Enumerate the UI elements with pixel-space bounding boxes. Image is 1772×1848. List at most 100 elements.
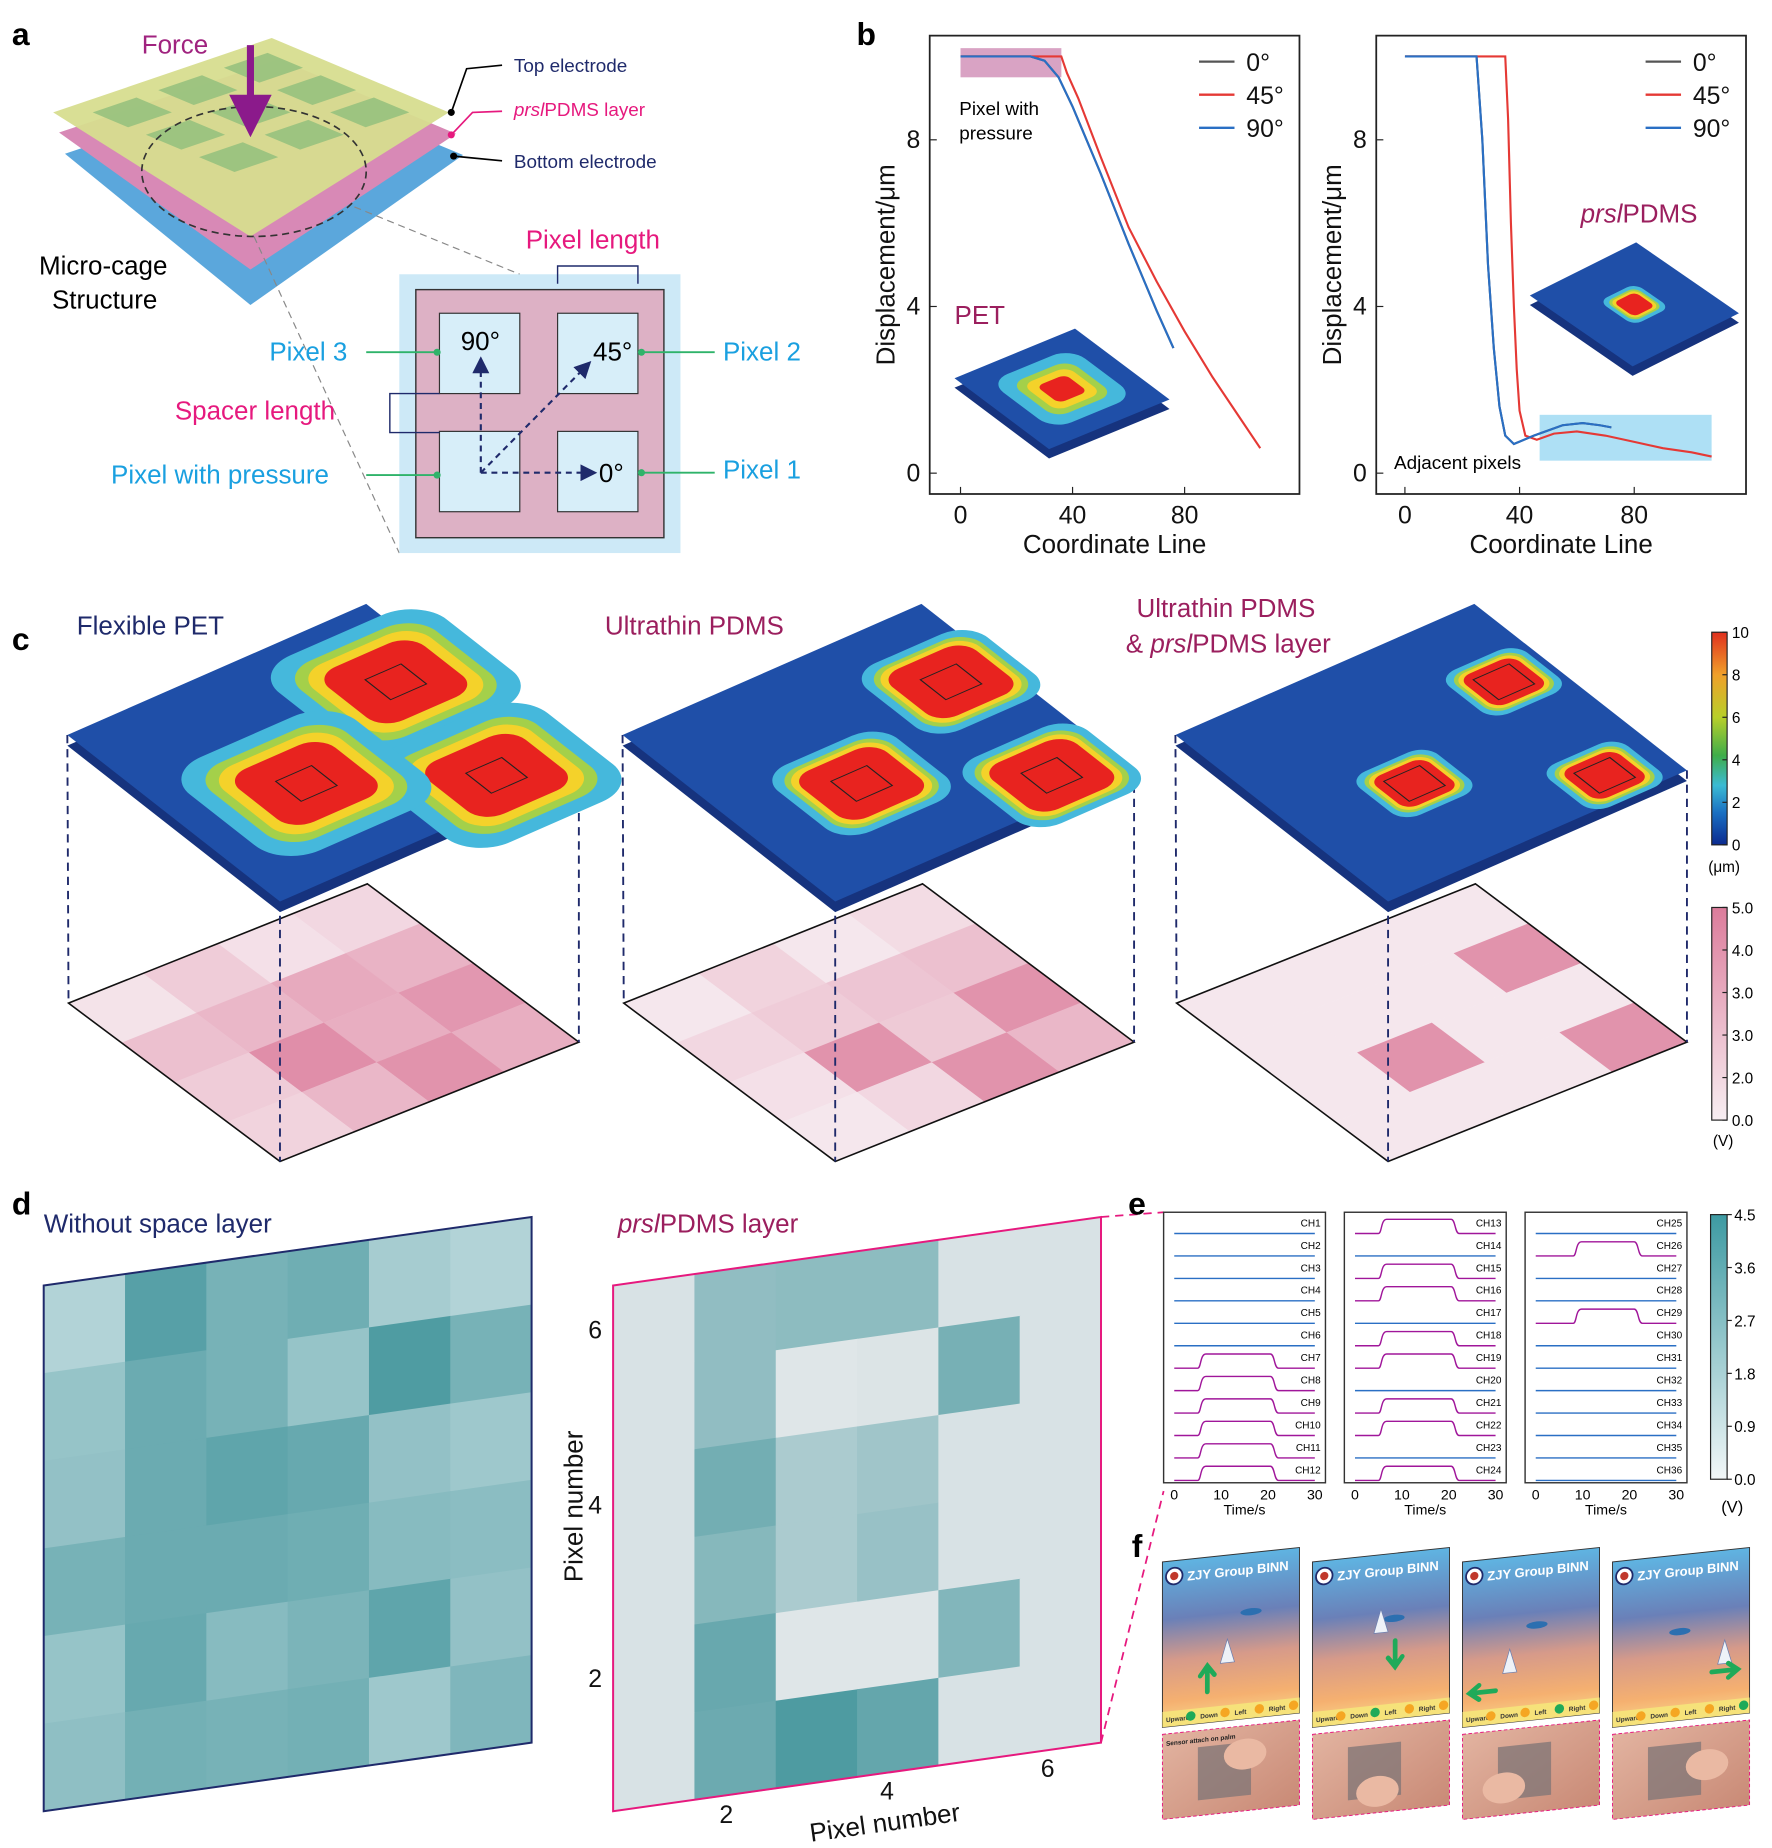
- heatmap-cell: [676, 1012, 805, 1083]
- colorbar-tick-label: 3.0: [1732, 1028, 1753, 1045]
- y-tick-6: 6: [588, 1318, 602, 1345]
- pixel-2-label: Pixel 2: [723, 337, 801, 367]
- heatmap-border: [613, 1217, 1101, 1811]
- channel-label: CH23: [1476, 1443, 1502, 1454]
- control-label: Left: [1685, 1709, 1698, 1717]
- heatmap-cell: [450, 1216, 533, 1317]
- heatmap-cell: [938, 1578, 1021, 1679]
- heatmap-cell: [613, 1361, 696, 1462]
- heatmap-cell: [775, 1689, 858, 1790]
- dashed-connector: [1174, 734, 1178, 1004]
- heatmap-cell: [751, 983, 880, 1053]
- heatmap-cell: [206, 1513, 289, 1614]
- simulation-insets: [954, 242, 1739, 459]
- simulation-column-1: [67, 603, 651, 1162]
- legend-label: 0°: [1693, 50, 1717, 77]
- panel-label-a: a: [12, 16, 30, 52]
- plate-top: [1175, 603, 1687, 902]
- channel-label: CH17: [1476, 1308, 1502, 1319]
- heatmap-cell: [775, 1513, 858, 1614]
- x-tick-label: 80: [1620, 503, 1648, 530]
- pixel-outline: [1572, 756, 1637, 794]
- control-button-icon: [1738, 1700, 1749, 1711]
- prsl-italic: prsl: [617, 1208, 661, 1238]
- control-button-icon: [1636, 1711, 1646, 1721]
- x-tick-6: 6: [1041, 1756, 1055, 1783]
- legend-label: 0°: [1246, 50, 1270, 77]
- heatmap-cell: [694, 1525, 777, 1626]
- plot-frame: [1162, 1211, 1327, 1484]
- zoom-ellipse: [140, 105, 368, 238]
- pixel-outline: [919, 663, 983, 701]
- channel-trace: [1535, 1308, 1677, 1324]
- x-axis-label: Time/s: [1585, 1503, 1627, 1519]
- channel-label: CH13: [1476, 1218, 1502, 1229]
- panel-label-e: e: [1128, 1186, 1146, 1222]
- deformation-blob: [989, 739, 1115, 812]
- channel-label: CH35: [1657, 1443, 1683, 1454]
- x-tick-4: 4: [880, 1778, 894, 1805]
- direction-arrow-down-icon: [1385, 1638, 1405, 1671]
- y-tick-label: 4: [1353, 294, 1367, 321]
- pdms-layer-text: PDMS layer: [1192, 628, 1331, 658]
- plot-frame: [1524, 1211, 1688, 1484]
- top-electrode-label: Top electrode: [514, 56, 627, 77]
- simulation-plates: [67, 603, 1689, 1162]
- control-label: Down: [1650, 1712, 1668, 1721]
- force-label: Force: [142, 29, 208, 59]
- x-axis-label: Time/s: [1404, 1503, 1446, 1519]
- control-label: Left: [1385, 1709, 1398, 1717]
- colorbar-tick-label: 6: [1732, 710, 1741, 727]
- heatmap-cell: [173, 1052, 303, 1123]
- displacement-colorbar: [1711, 631, 1728, 846]
- spaceship-icon: [1502, 1647, 1518, 1674]
- deformation-blob: [1616, 293, 1653, 316]
- control-bar: [1462, 1697, 1600, 1728]
- channel-label: CH22: [1476, 1420, 1502, 1431]
- heatmap-cell: [953, 962, 1082, 1033]
- ufo-icon: [1383, 1614, 1405, 1623]
- heatmap-cell: [1303, 983, 1432, 1053]
- heatmap-cell: [121, 1012, 250, 1083]
- control-label: Left: [1535, 1709, 1548, 1717]
- x-tick-label: 80: [1171, 503, 1199, 530]
- y-tick-label: 8: [1353, 127, 1367, 154]
- finger: [1356, 1775, 1399, 1807]
- electrode-pixel: [223, 52, 304, 83]
- colorbar-tick-label: 0.0: [1734, 1472, 1755, 1489]
- y-axis-label: Displacement/μm: [1317, 164, 1347, 365]
- heatmap-cell: [613, 1273, 696, 1374]
- channel-label: CH36: [1657, 1465, 1683, 1476]
- control-button-icon: [1186, 1711, 1196, 1721]
- heatmap-cell: [613, 1624, 696, 1725]
- heatmap-cell: [43, 1449, 126, 1550]
- heatmap-cell: [125, 1262, 207, 1363]
- voltage-heatmap-plane: [1176, 884, 1687, 1162]
- heatmap-cell: [206, 1338, 289, 1439]
- channel-label: CH8: [1301, 1376, 1321, 1387]
- direction-arrow-left-icon: [1465, 1683, 1498, 1702]
- heatmap-cell: [1019, 1567, 1102, 1668]
- heatmap-cell: [368, 1403, 451, 1504]
- heatmap-cell: [368, 1578, 451, 1679]
- channel-trace: [1174, 1375, 1315, 1392]
- heatmap-cell: [125, 1700, 207, 1801]
- x-tick-label: 0: [1170, 1487, 1178, 1503]
- heatmap-cell: [775, 1426, 858, 1527]
- heatmap-cell: [613, 1449, 696, 1550]
- heatmap-cell: [323, 992, 452, 1063]
- spaceship-icon: [1717, 1638, 1733, 1665]
- displacement-colorbar-ticks: 10 8 6 4 2 0: [1722, 625, 1749, 855]
- structure-label: Structure: [52, 285, 157, 315]
- electrode-pixel: [330, 97, 410, 128]
- ultrathin-pdms-prsl-title-1: Ultrathin PDMS: [1136, 593, 1315, 623]
- x-axis-label: Coordinate Line: [1469, 529, 1652, 559]
- control-button-icon: [1254, 1704, 1265, 1714]
- deformation-blob: [234, 741, 378, 825]
- finger: [1482, 1772, 1526, 1804]
- plane-outline: [69, 884, 579, 1162]
- heatmap-cell: [1431, 992, 1560, 1063]
- electrode-pixel: [199, 142, 279, 172]
- pixel-outline: [364, 663, 428, 701]
